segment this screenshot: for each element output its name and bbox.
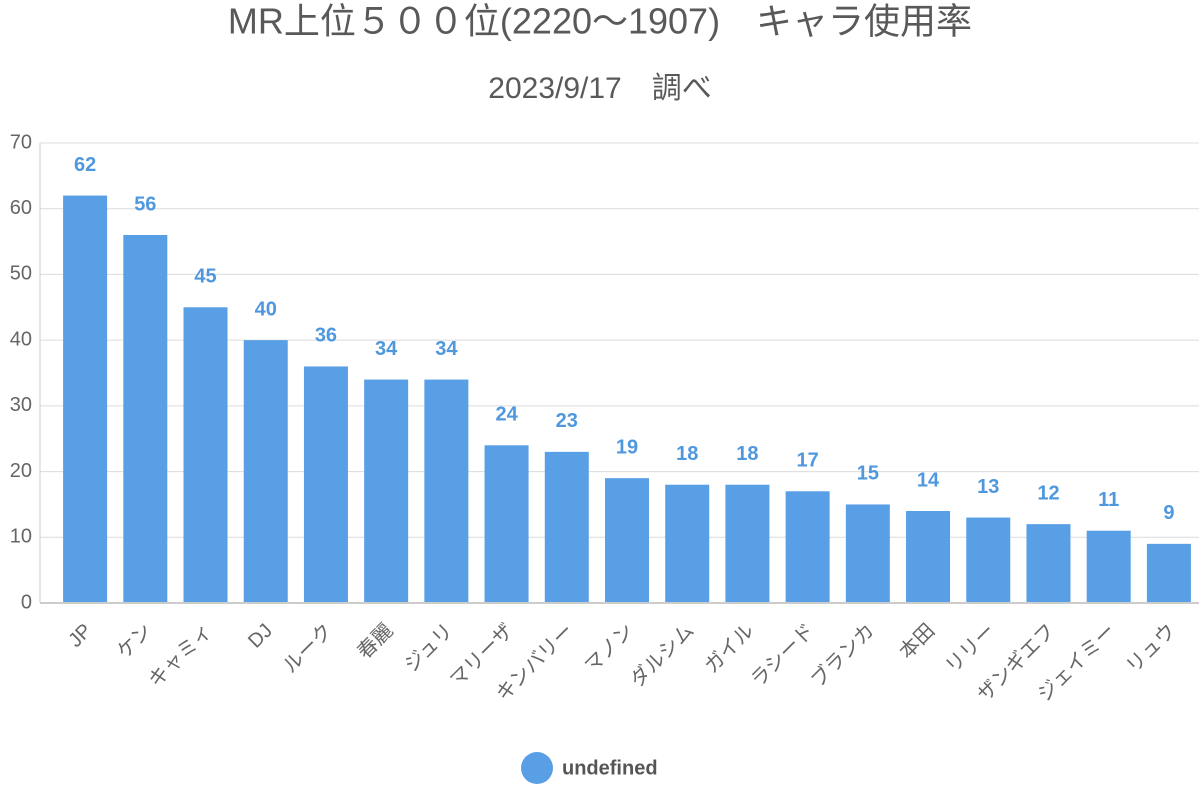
bar xyxy=(484,445,529,603)
bar xyxy=(665,484,710,603)
chart-title: MR上位５００位(2220～1907) キャラ使用率 xyxy=(228,1,972,42)
x-tick-label: マノン xyxy=(581,620,639,678)
x-tick-label: ラシード xyxy=(747,620,819,692)
y-tick-label: 10 xyxy=(10,526,32,548)
data-label: 40 xyxy=(255,298,277,320)
x-tick-label: ガイル xyxy=(700,619,759,678)
bar xyxy=(1026,524,1071,603)
data-label: 23 xyxy=(556,410,578,432)
x-tick-label: ダルシム xyxy=(626,619,699,692)
y-tick-label: 20 xyxy=(10,460,32,482)
bar xyxy=(123,235,168,603)
data-label: 56 xyxy=(134,193,156,215)
y-tick-label: 0 xyxy=(21,591,32,613)
bar xyxy=(63,195,108,604)
bar xyxy=(544,451,589,603)
x-tick-label: ブランカ xyxy=(806,618,880,692)
chart-subtitle: 2023/9/17 調べ xyxy=(488,72,711,105)
data-label: 18 xyxy=(676,443,698,465)
data-label: 34 xyxy=(375,338,398,360)
y-tick-label: 40 xyxy=(10,328,32,350)
legend-marker xyxy=(521,752,553,784)
y-tick-label: 30 xyxy=(10,394,32,416)
x-tick-label: キャミィ xyxy=(145,620,217,692)
bar xyxy=(1146,543,1191,603)
x-tick-label: JP xyxy=(64,620,96,652)
bar xyxy=(183,307,228,603)
x-tick-label: ルーク xyxy=(279,619,338,678)
data-label: 24 xyxy=(495,404,518,426)
data-label: 12 xyxy=(1037,482,1059,504)
legend-label: undefined xyxy=(562,757,658,779)
y-tick-label: 60 xyxy=(10,197,32,219)
data-label: 34 xyxy=(435,338,458,360)
data-label: 62 xyxy=(74,154,96,176)
bar xyxy=(845,504,890,603)
y-tick-label: 50 xyxy=(10,263,32,285)
bar xyxy=(906,511,951,603)
data-label: 18 xyxy=(736,443,758,465)
data-label: 45 xyxy=(194,266,216,288)
bar xyxy=(1086,530,1131,603)
bar xyxy=(424,379,469,603)
bar xyxy=(243,340,288,603)
bar xyxy=(364,379,409,603)
x-tick-label: 春麗 xyxy=(353,619,398,664)
bar xyxy=(785,491,830,603)
x-tick-label: リリー xyxy=(942,620,1000,678)
data-label: 9 xyxy=(1163,502,1174,524)
bar xyxy=(725,484,770,603)
data-label: 13 xyxy=(977,476,999,498)
bar xyxy=(303,366,348,603)
data-label: 36 xyxy=(315,325,337,347)
data-label: 11 xyxy=(1098,489,1119,511)
data-label: 17 xyxy=(797,450,819,472)
x-tick-label: DJ xyxy=(244,620,277,653)
y-tick-label: 70 xyxy=(10,131,32,153)
data-label: 14 xyxy=(917,469,940,491)
x-tick-label: ジュリ xyxy=(401,620,458,677)
bar xyxy=(605,478,649,603)
x-tick-label: 本田 xyxy=(895,619,940,664)
data-label: 15 xyxy=(857,463,879,485)
bar xyxy=(966,517,1011,603)
x-tick-label: ケン xyxy=(113,620,156,663)
data-label: 19 xyxy=(616,436,638,458)
x-tick-label: リュウ xyxy=(1122,620,1180,678)
